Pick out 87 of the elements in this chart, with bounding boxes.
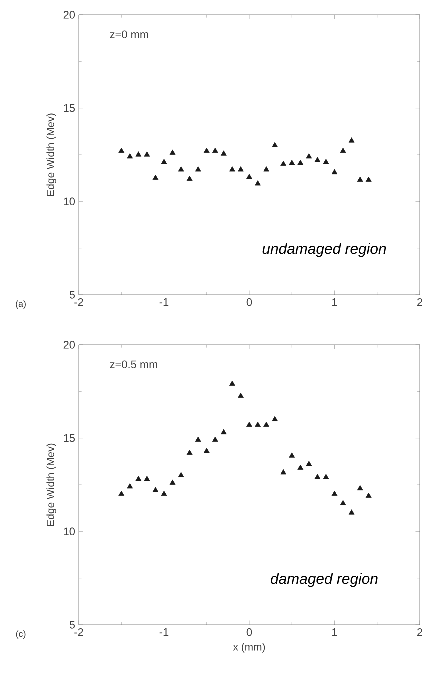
point (332, 490, 338, 496)
point (314, 157, 321, 162)
point (127, 483, 134, 489)
y-tick-label: 20 (64, 11, 76, 19)
point (298, 160, 304, 166)
point (144, 476, 150, 482)
point (366, 176, 372, 182)
point (118, 148, 125, 154)
point (195, 436, 202, 442)
y-tick-label: 15 (64, 104, 76, 112)
point (204, 148, 210, 154)
point (272, 416, 278, 422)
point (178, 166, 184, 172)
annotation: undamaged region (262, 243, 386, 258)
point (161, 490, 168, 496)
x-tick-label: -2 (74, 628, 84, 636)
x-tick-label: 2 (418, 298, 422, 306)
text: (c) (16, 630, 26, 639)
point (246, 422, 252, 428)
point (136, 152, 142, 157)
text: (a) (16, 300, 26, 309)
annotation: z=0.5 mm (110, 360, 158, 368)
point (323, 159, 330, 164)
point (280, 160, 287, 166)
point (238, 166, 244, 172)
point (255, 180, 261, 186)
point (229, 166, 236, 172)
y-tick-label: 5 (70, 621, 76, 629)
point (357, 485, 364, 491)
point (161, 159, 168, 164)
annotation: z=0 mm (110, 30, 148, 38)
point (314, 474, 321, 480)
point (212, 436, 218, 442)
point (212, 148, 218, 154)
point (170, 150, 176, 155)
x-tick-label: 1 (332, 628, 338, 636)
point (289, 452, 296, 458)
point (127, 153, 134, 159)
point (255, 422, 261, 428)
point (246, 174, 252, 180)
point (280, 469, 287, 475)
point (118, 490, 125, 496)
x-tick-label: 1 (332, 298, 338, 306)
point (348, 138, 355, 143)
point (298, 464, 304, 470)
y-axis-title: Edge Width (Mev) (46, 114, 56, 196)
point (323, 474, 330, 480)
point (186, 176, 193, 182)
x-tick-label: 2 (418, 628, 422, 636)
x-tick-label: 0 (246, 298, 252, 306)
point (366, 492, 372, 498)
point (306, 153, 312, 159)
point (186, 450, 193, 456)
point (289, 160, 296, 166)
x-tick-label: -2 (74, 298, 84, 306)
point (170, 480, 176, 485)
point (195, 166, 202, 172)
y-tick-label: 15 (64, 434, 76, 442)
point (238, 392, 244, 398)
point (264, 166, 270, 172)
point (178, 472, 184, 478)
point (220, 150, 227, 156)
point (144, 152, 150, 157)
point (272, 142, 278, 148)
point (357, 176, 364, 182)
point (264, 422, 270, 428)
point (152, 487, 159, 492)
point (332, 169, 338, 175)
y-axis-title: Edge Width (Mev) (46, 444, 56, 526)
y-tick-label: 20 (64, 341, 76, 349)
y-tick-label: 10 (64, 198, 76, 206)
point (348, 510, 355, 515)
point (306, 461, 312, 466)
point (152, 174, 159, 180)
x-tick-label: -1 (160, 628, 169, 636)
point (220, 429, 227, 435)
point (229, 380, 236, 386)
point (340, 148, 346, 154)
point (340, 500, 346, 506)
x-tick-label: 0 (246, 628, 252, 636)
x-axis-title: x (mm) (233, 643, 266, 653)
x-tick-label: -1 (160, 298, 169, 306)
point (136, 476, 142, 482)
point (204, 448, 210, 454)
annotation: damaged region (271, 573, 378, 588)
y-tick-label: 10 (64, 528, 76, 536)
y-tick-label: 5 (70, 291, 76, 299)
